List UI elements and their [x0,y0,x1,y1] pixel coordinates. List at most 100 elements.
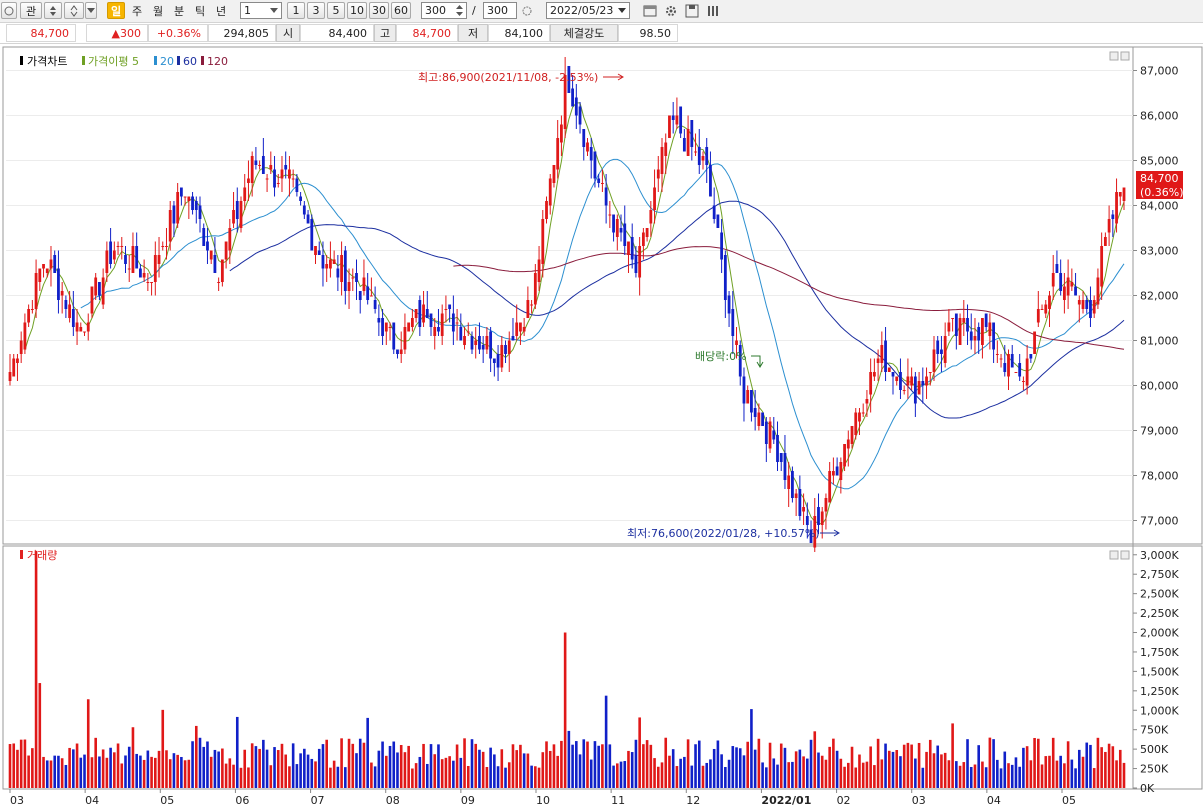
candle-body [179,187,183,197]
period-select[interactable]: 1 [240,2,282,19]
updown-icon[interactable] [64,2,84,19]
volume-bar [481,751,485,788]
candle-body [940,349,943,354]
volume-bar [280,743,284,788]
candle-body [459,327,463,341]
volume-bar [265,749,269,788]
volume-bar [258,748,261,788]
week-button[interactable]: 주 [131,4,143,18]
tools-icon[interactable] [704,2,722,19]
candle-body [522,327,526,332]
price-tag-box [1136,171,1183,199]
minute-button[interactable]: 분 [173,4,185,18]
gear-icon[interactable] [662,2,680,19]
volume-bar [176,754,179,788]
window-icon[interactable] [641,2,659,19]
candle-body [224,241,228,260]
candle-body [928,372,932,373]
volume-tick-label: 3,000K [1140,549,1179,562]
volume-bar [716,740,720,788]
volume-bar [366,717,369,788]
candle-body [496,354,500,368]
volume-bar [1025,746,1029,788]
candle-body [153,255,157,282]
volume-bar [865,761,869,788]
volume-bar [474,743,478,788]
year-button[interactable]: 년 [215,4,227,18]
x-tick-label: 07 [311,794,325,807]
volume-panel-controls[interactable] [1109,550,1130,560]
volume-bar [1115,760,1118,788]
candle-body [228,228,232,251]
candle-body [828,471,832,503]
candle-body [831,471,835,476]
volume-bar [340,738,343,788]
swap-icon[interactable] [44,2,62,19]
legend-ma120: 120 [207,55,228,68]
day-button[interactable]: 일 [107,2,125,19]
volume-bar [57,755,60,788]
current-price-tag: 84,700 (0.36%) [1136,171,1184,199]
volume-bar [1118,749,1122,788]
menu-icon[interactable] [1,2,17,19]
spinner-icon[interactable] [455,5,464,16]
volume-bar [444,757,448,788]
candle-body [753,408,757,417]
period-1-button[interactable]: 1 [287,2,305,19]
candle-body [697,147,701,165]
volume-bar [75,743,79,788]
volume-bar [526,753,530,788]
candle-body [280,169,284,179]
maximize-icon[interactable] [1120,51,1130,61]
volume-bar [399,745,403,788]
candle-body [895,376,899,381]
watch-button[interactable]: 관 [20,2,42,19]
volume-bar [567,730,571,788]
dropdown-icon[interactable] [85,2,97,19]
period-10-button[interactable]: 10 [347,2,367,19]
candle-body [340,255,343,282]
volume-bar [802,756,805,788]
candle-body [124,255,127,264]
candle-body [690,120,694,147]
price-tick-label: 82,000 [1140,290,1179,303]
candle-body [150,282,153,283]
volume-bar [660,762,664,788]
candle-body [217,282,221,283]
period-3-button[interactable]: 3 [307,2,325,19]
date-select[interactable]: 2022/05/23 [546,2,630,19]
volume-bar [738,748,742,788]
volume-bar [1059,755,1062,788]
candle-body [165,246,168,247]
volume-bar [656,766,660,788]
period-60-button[interactable]: 60 [391,2,411,19]
candle-body [817,507,820,525]
tick-button[interactable]: 틱 [194,4,206,18]
volume-bar [638,717,641,788]
volume-bar [437,744,440,788]
candle-body [675,115,679,125]
minimize-icon[interactable] [1109,51,1119,61]
candle-body [187,196,191,201]
maximize-icon[interactable] [1120,550,1130,560]
candle-body [884,340,887,372]
save-icon[interactable] [683,2,701,19]
x-tick-label: 04 [85,794,99,807]
volume-bar [168,759,172,788]
volume-bar [709,759,712,788]
volume-bar [846,762,850,788]
volume-bar [235,716,239,788]
minimize-icon[interactable] [1109,550,1119,560]
price-panel-controls[interactable] [1109,51,1130,61]
count-input[interactable]: 300 [421,2,467,19]
candle-body [1022,381,1025,382]
month-button[interactable]: 월 [152,4,164,18]
volume-bar [601,744,604,788]
period-5-button[interactable]: 5 [327,2,345,19]
candle-body [962,318,966,323]
candle-body [247,178,250,183]
volume-tick-label: 250K [1140,763,1169,776]
settings-small-icon[interactable] [518,2,536,19]
period-30-button[interactable]: 30 [369,2,389,19]
candle-body [709,165,712,197]
